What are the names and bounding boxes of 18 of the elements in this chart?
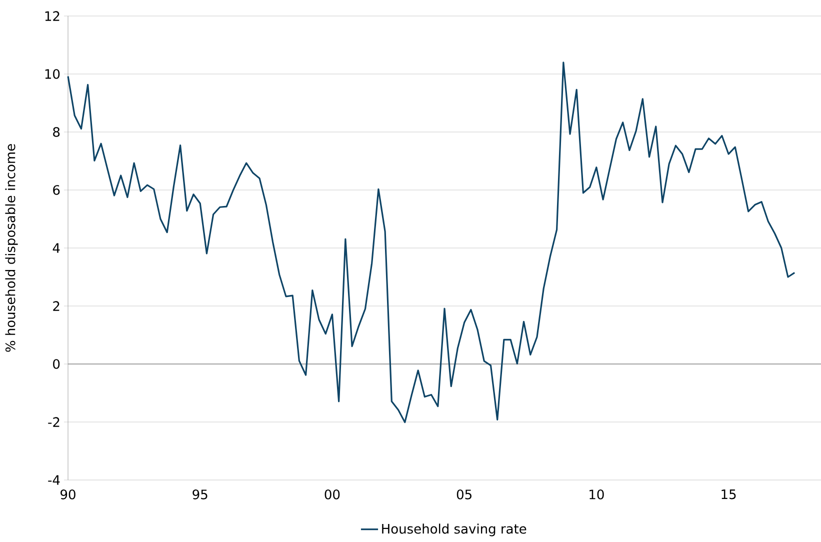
y-tick-label: 2 <box>53 301 60 311</box>
y-tick-label: 4 <box>52 243 60 253</box>
x-tick-label: 05 <box>456 490 472 500</box>
y-tick-label: 6 <box>53 185 60 195</box>
x-tick-label: 95 <box>192 490 208 500</box>
y-tick-label: -4 <box>48 475 60 485</box>
y-axis-title: % household disposable income <box>5 144 18 352</box>
x-tick-label: 90 <box>60 490 76 500</box>
legend-label: Household saving rate <box>382 524 526 536</box>
line-series <box>67 62 796 424</box>
x-tick-label: 15 <box>722 490 736 500</box>
y-tick-label: 10 <box>45 69 60 79</box>
x-tick-label: 10 <box>590 490 604 500</box>
y-tick-label: 12 <box>45 11 60 21</box>
x-tick-label: 00 <box>324 490 340 500</box>
y-tick-label: 0 <box>53 359 60 369</box>
y-tick-label: -2 <box>48 417 60 427</box>
y-tick-label: 8 <box>53 127 60 137</box>
